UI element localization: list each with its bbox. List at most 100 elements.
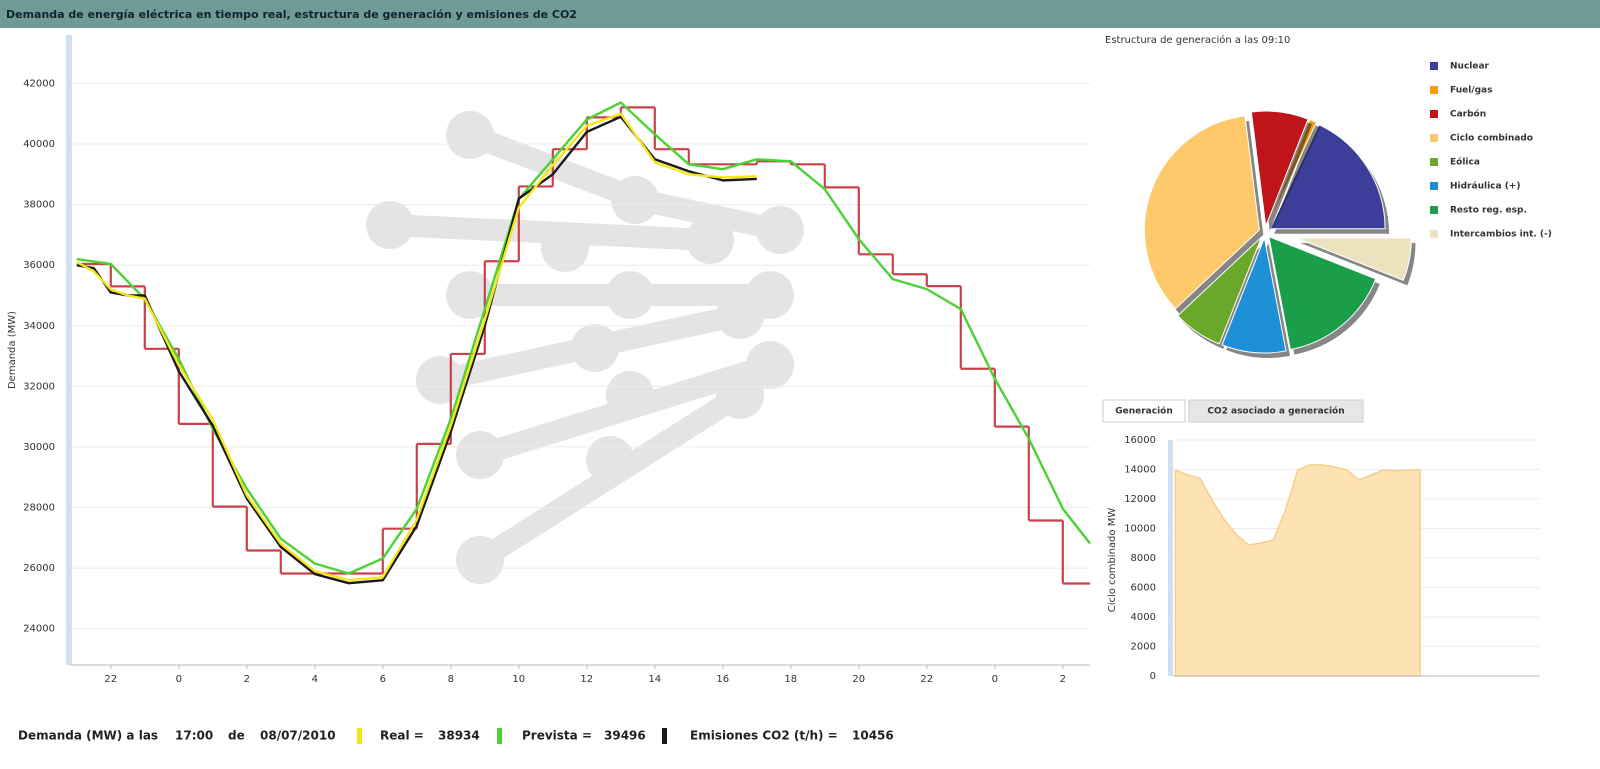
y-tick-label: 26000 — [23, 563, 55, 574]
watermark-dot — [756, 206, 804, 254]
legend-label: Resto reg. esp. — [1450, 206, 1527, 216]
legend-swatch — [1430, 62, 1438, 70]
footer-item-label: Emisiones CO2 (t/h) = — [690, 729, 838, 743]
y-tick-label: 16000 — [1124, 435, 1156, 446]
footer-item-value: 39496 — [604, 729, 646, 743]
y-tick-label: 36000 — [23, 260, 55, 271]
watermark-dot — [716, 371, 764, 419]
watermark-dot — [686, 216, 734, 264]
watermark-dot — [611, 176, 659, 224]
footer-marker — [662, 728, 667, 744]
x-tick-label: 0 — [992, 674, 998, 685]
footer-date: 08/07/2010 — [260, 729, 336, 743]
footer-text: de — [228, 729, 245, 743]
legend-swatch — [1430, 182, 1438, 190]
tab-label[interactable]: CO2 asociado a generación — [1207, 406, 1344, 417]
footer-item-value: 10456 — [852, 729, 894, 743]
series-line — [76, 112, 757, 582]
legend-label: Eólica — [1450, 157, 1480, 168]
pie-slice — [1143, 115, 1260, 310]
y-tick-label: 10000 — [1124, 524, 1156, 535]
legend-swatch — [1430, 206, 1438, 214]
y-tick-label: 8000 — [1131, 553, 1156, 564]
x-tick-label: 20 — [852, 674, 865, 685]
x-tick-label: 22 — [920, 674, 933, 685]
pie-slice — [1177, 236, 1263, 345]
tab-active[interactable] — [1102, 399, 1186, 423]
pie-slice — [1221, 236, 1287, 354]
footer-label: Demanda (MW) a las — [18, 729, 158, 743]
watermark-dot — [456, 431, 504, 479]
watermark-dot — [606, 371, 654, 419]
footer-item-label: Prevista = — [522, 729, 592, 743]
legend-swatch — [1430, 134, 1438, 142]
x-tick-label: 0 — [176, 674, 182, 685]
legend-swatch — [1430, 86, 1438, 94]
watermark-dot — [446, 271, 494, 319]
watermark-dot — [446, 111, 494, 159]
watermark-dot — [541, 224, 589, 272]
watermark-dot — [606, 271, 654, 319]
legend-label: Ciclo combinado — [1450, 134, 1533, 144]
y-axis-band — [1168, 440, 1173, 676]
slice-shadow — [1271, 124, 1321, 232]
y-tick-label: 32000 — [23, 381, 55, 392]
y-tick-label: 12000 — [1124, 494, 1156, 505]
y-tick-label: 38000 — [23, 200, 55, 211]
y-axis-band — [66, 35, 72, 665]
watermark — [366, 111, 804, 584]
legend-swatch — [1430, 158, 1438, 166]
x-tick-label: 12 — [580, 674, 593, 685]
x-tick-label: 16 — [716, 674, 729, 685]
footer-item-label: Real = — [380, 729, 424, 743]
x-tick-label: 18 — [784, 674, 797, 685]
watermark-dot — [416, 356, 464, 404]
y-tick-label: 34000 — [23, 321, 55, 332]
series-line — [76, 101, 1091, 575]
legend-label: Intercambios int. (-) — [1450, 230, 1552, 240]
y-tick-label: 14000 — [1124, 465, 1156, 476]
footer-marker — [357, 728, 362, 744]
y-tick-label: 0 — [1150, 671, 1156, 682]
watermark-dot — [366, 201, 414, 249]
x-tick-label: 2 — [1060, 674, 1066, 685]
y-tick-label: 28000 — [23, 503, 55, 514]
y-tick-label: 42000 — [23, 78, 55, 89]
y-tick-label: 6000 — [1131, 583, 1156, 594]
y-tick-label: 30000 — [23, 442, 55, 453]
y-tick-label: 2000 — [1131, 642, 1156, 653]
y-tick-label: 24000 — [23, 624, 55, 635]
header-bar — [0, 0, 1600, 28]
x-tick-label: 14 — [648, 674, 661, 685]
x-tick-label: 22 — [104, 674, 117, 685]
y-axis-title: Demanda (MW) — [7, 311, 18, 389]
watermark-dot — [586, 436, 634, 484]
legend-label: Fuel/gas — [1450, 86, 1492, 96]
x-tick-label: 10 — [512, 674, 525, 685]
pie-slice — [1269, 124, 1386, 230]
pie-slice — [1250, 110, 1309, 227]
watermark-dot — [456, 536, 504, 584]
watermark-dot — [571, 324, 619, 372]
watermark-stroke — [459, 124, 651, 211]
watermark-dot — [746, 341, 794, 389]
legend-label: Carbón — [1450, 109, 1486, 120]
tab[interactable] — [1188, 399, 1364, 423]
y-tick-label: 40000 — [23, 139, 55, 150]
footer-time: 17:00 — [175, 729, 213, 743]
x-tick-label: 2 — [244, 674, 250, 685]
area — [1174, 464, 1421, 677]
footer-marker — [497, 728, 502, 744]
y-axis-title: Ciclo combinado MW — [1107, 508, 1118, 613]
legend-label: Hidráulica (+) — [1450, 182, 1520, 192]
header-title: Demanda de energía eléctrica en tiempo r… — [6, 8, 577, 21]
x-tick-label: 4 — [312, 674, 318, 685]
x-tick-label: 6 — [380, 674, 386, 685]
watermark-dot — [716, 291, 764, 339]
pie-title: Estructura de generación a las 09:10 — [1105, 34, 1290, 46]
tab-label[interactable]: Generación — [1115, 406, 1173, 417]
legend-label: Nuclear — [1450, 62, 1490, 72]
legend-swatch — [1430, 230, 1438, 238]
pie-slice — [1268, 235, 1377, 351]
